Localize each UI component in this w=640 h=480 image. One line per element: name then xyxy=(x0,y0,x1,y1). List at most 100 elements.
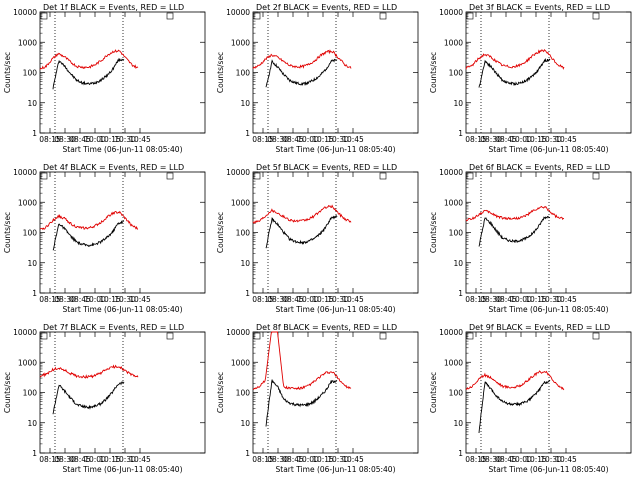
x-axis-label: Start Time (06-Jun-11 08:05:40) xyxy=(63,305,183,314)
x-tick-label: 08:15 xyxy=(252,455,274,464)
detector-chart-3: Det 3f BLACK = Events, RED = LLD 1 10 100 10… xyxy=(429,3,632,154)
x-tick-label: 10:15 xyxy=(99,455,121,464)
plot-frame xyxy=(252,171,419,294)
y-tick-label: 1 xyxy=(458,449,463,458)
x-tick-label: 08:30 xyxy=(54,135,76,144)
chart-title: Det 1f BLACK = Events, RED = LLD xyxy=(43,3,184,12)
y-tick-label: 10000 xyxy=(13,328,37,337)
series-black xyxy=(52,220,125,251)
plot-frame xyxy=(465,11,632,134)
x-tick-label: 08:45 xyxy=(69,295,91,304)
chart-title: Det 9f BLACK = Events, RED = LLD xyxy=(469,323,610,332)
y-axis-label: Counts/sec xyxy=(3,372,12,413)
corner-marker xyxy=(253,12,261,20)
y-axis-label: Counts/sec xyxy=(429,52,438,93)
x-tick-label: 10:45 xyxy=(342,135,364,144)
detector-chart-4: Det 4f BLACK = Events, RED = LLD 1 10 100 10… xyxy=(3,163,206,314)
chart-title: Det 7f BLACK = Events, RED = LLD xyxy=(43,323,184,332)
y-tick-label: 100 xyxy=(449,389,464,398)
y-tick-label: 100 xyxy=(236,69,251,78)
y-axis-label: Counts/sec xyxy=(216,372,225,413)
y-tick-label: 1000 xyxy=(18,38,37,47)
y-tick-label: 10000 xyxy=(226,8,250,17)
x-tick-label: 10:45 xyxy=(129,295,151,304)
x-tick-label: 10:30 xyxy=(540,135,562,144)
series-black xyxy=(265,215,338,249)
x-tick-label: 10:00 xyxy=(297,295,319,304)
plot-frame xyxy=(252,331,419,454)
x-axis-label: Start Time (06-Jun-11 08:05:40) xyxy=(489,305,609,314)
y-tick-label: 10000 xyxy=(226,168,250,177)
chart-title: Det 8f BLACK = Events, RED = LLD xyxy=(256,323,397,332)
series-red xyxy=(39,210,139,231)
y-tick-label: 1000 xyxy=(444,198,463,207)
y-tick-label: 10 xyxy=(27,99,37,108)
x-tick-label: 08:15 xyxy=(252,295,274,304)
chart-title: Det 4f BLACK = Events, RED = LLD xyxy=(43,163,184,172)
y-axis-label: Counts/sec xyxy=(3,52,12,93)
x-axis-label: Start Time (06-Jun-11 08:05:40) xyxy=(63,145,183,154)
detector-chart-2: Det 2f BLACK = Events, RED = LLD 1 10 100 10… xyxy=(216,3,419,154)
y-tick-label: 10 xyxy=(27,419,37,428)
y-tick-label: 10 xyxy=(240,99,250,108)
x-tick-label: 08:30 xyxy=(267,135,289,144)
y-axis-label: Counts/sec xyxy=(216,52,225,93)
x-axis-label: Start Time (06-Jun-11 08:05:40) xyxy=(276,145,396,154)
series-red xyxy=(465,370,565,391)
corner-marker xyxy=(253,332,261,340)
corner-marker xyxy=(466,172,474,180)
y-tick-label: 10000 xyxy=(13,8,37,17)
chart-title: Det 3f BLACK = Events, RED = LLD xyxy=(469,3,610,12)
x-tick-label: 10:00 xyxy=(510,455,532,464)
x-tick-label: 08:45 xyxy=(495,135,517,144)
corner-marker xyxy=(592,332,600,340)
x-tick-label: 08:15 xyxy=(465,455,487,464)
corner-marker xyxy=(40,332,48,340)
corner-marker xyxy=(379,12,387,20)
series-black xyxy=(52,57,125,90)
y-tick-label: 100 xyxy=(23,389,38,398)
corner-marker xyxy=(166,332,174,340)
chart-title: Det 2f BLACK = Events, RED = LLD xyxy=(256,3,397,12)
series-black xyxy=(478,215,551,247)
corner-marker xyxy=(253,172,261,180)
corner-marker xyxy=(379,332,387,340)
y-tick-label: 1000 xyxy=(231,38,250,47)
x-tick-label: 10:00 xyxy=(297,455,319,464)
series-red xyxy=(252,49,352,69)
y-tick-label: 1 xyxy=(32,449,37,458)
y-tick-label: 100 xyxy=(236,389,251,398)
x-tick-label: 10:30 xyxy=(114,135,136,144)
x-tick-label: 10:45 xyxy=(129,455,151,464)
series-red xyxy=(465,49,565,70)
corner-marker xyxy=(592,172,600,180)
y-tick-label: 1000 xyxy=(18,358,37,367)
y-tick-label: 10 xyxy=(453,99,463,108)
corner-marker xyxy=(466,332,474,340)
x-tick-label: 10:15 xyxy=(525,295,547,304)
x-tick-label: 10:30 xyxy=(114,295,136,304)
x-tick-label: 08:30 xyxy=(480,455,502,464)
x-tick-label: 08:15 xyxy=(465,295,487,304)
x-tick-label: 10:30 xyxy=(327,135,349,144)
x-tick-label: 10:00 xyxy=(84,135,106,144)
x-tick-label: 10:00 xyxy=(510,135,532,144)
y-tick-label: 10000 xyxy=(13,168,37,177)
x-tick-label: 10:15 xyxy=(312,455,334,464)
x-tick-label: 08:45 xyxy=(69,135,91,144)
x-tick-label: 10:45 xyxy=(342,455,364,464)
x-tick-label: 08:15 xyxy=(39,455,61,464)
y-tick-label: 10000 xyxy=(439,328,463,337)
series-red xyxy=(39,49,139,70)
x-tick-label: 08:15 xyxy=(39,295,61,304)
x-tick-label: 08:45 xyxy=(282,135,304,144)
chart-title: Det 6f BLACK = Events, RED = LLD xyxy=(469,163,610,172)
detector-chart-7: Det 7f BLACK = Events, RED = LLD 1 10 100 10… xyxy=(3,323,206,474)
y-tick-label: 100 xyxy=(449,229,464,238)
detector-chart-1: Det 1f BLACK = Events, RED = LLD 1 10 100 10… xyxy=(3,3,206,154)
series-red xyxy=(465,205,565,222)
x-tick-label: 10:15 xyxy=(525,455,547,464)
x-tick-label: 10:45 xyxy=(555,295,577,304)
y-tick-label: 1000 xyxy=(444,38,463,47)
